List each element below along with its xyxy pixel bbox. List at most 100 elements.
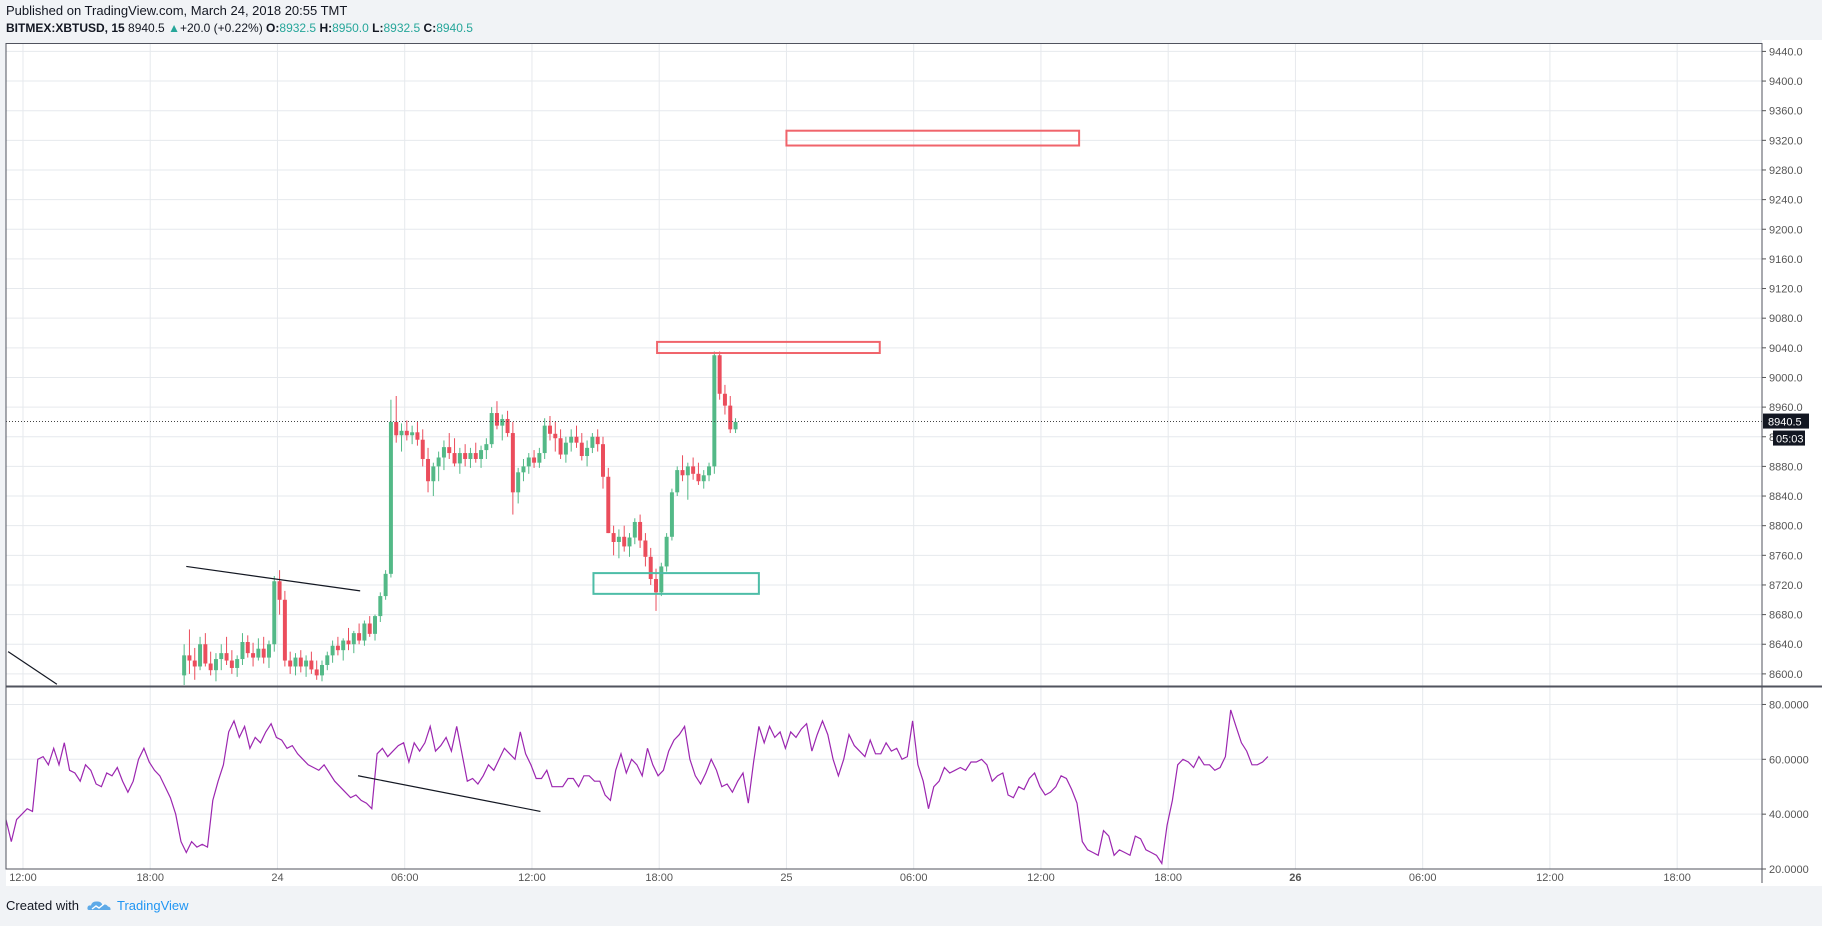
candle-body — [251, 653, 256, 658]
candle-body — [494, 413, 499, 426]
candle-body — [606, 476, 611, 534]
price-tick-label: 8960.0 — [1769, 402, 1803, 414]
candle-body — [643, 540, 648, 557]
candle-body — [330, 645, 335, 656]
candle-body — [187, 655, 192, 661]
time-tick-label: 18:00 — [1154, 872, 1182, 884]
candle-body — [399, 430, 404, 436]
candle-body — [341, 640, 346, 651]
candle-body — [373, 616, 378, 634]
time-tick-label: 12:00 — [1027, 872, 1055, 884]
candle-body — [585, 447, 590, 457]
candle-body — [431, 466, 436, 482]
price-tick-label: 9360.0 — [1769, 106, 1803, 118]
time-tick-label: 12:00 — [518, 872, 546, 884]
candle-body — [537, 453, 542, 463]
time-tick-label: 26 — [1289, 872, 1301, 884]
price-tick-label: 9440.0 — [1769, 46, 1803, 58]
candle-body — [388, 421, 393, 574]
candle-body — [335, 645, 340, 651]
candle-body — [410, 432, 415, 436]
candle-body — [224, 653, 229, 661]
candle-body — [394, 421, 399, 436]
candle-body — [420, 439, 425, 459]
candle-body — [717, 355, 722, 394]
candle-body — [542, 425, 547, 454]
candle-body — [691, 466, 696, 474]
candle-body — [229, 660, 234, 668]
candle-body — [357, 633, 362, 641]
candle-body — [553, 433, 558, 439]
candle-body — [728, 405, 733, 430]
candle-body — [510, 433, 515, 493]
candle-body — [208, 663, 213, 671]
candle-body — [680, 470, 685, 476]
price-tick-label: 9080.0 — [1769, 313, 1803, 325]
published-line: Published on TradingView.com, March 24, … — [6, 3, 348, 18]
price-pane — [7, 129, 1081, 685]
candle-body — [203, 644, 208, 664]
candle-body — [367, 623, 372, 634]
candle-body — [627, 537, 632, 547]
price-change: +20.0 (+0.22%) — [179, 21, 263, 35]
rsi-tick-label: 40.0000 — [1769, 809, 1809, 821]
candle-body — [532, 457, 537, 463]
candle-body — [426, 458, 431, 482]
last-price-label: 8940.5 — [1768, 417, 1802, 429]
candle-body — [733, 421, 738, 430]
candle-body — [288, 660, 293, 667]
price-tick-label: 8640.0 — [1769, 639, 1803, 651]
candle-body — [266, 644, 271, 658]
candle-body — [441, 447, 446, 458]
price-tick-label: 9040.0 — [1769, 343, 1803, 355]
tradingview-link[interactable]: TradingView — [116, 898, 189, 913]
candle-body — [712, 355, 717, 467]
time-tick-label: 06:00 — [900, 872, 928, 884]
time-tick-label: 12:00 — [9, 872, 37, 884]
candle-body — [293, 657, 298, 667]
candle-body — [457, 453, 462, 464]
candle-body — [309, 660, 314, 670]
rsi-pane — [6, 709, 1269, 866]
candle-body — [526, 457, 531, 467]
price-tick-label: 9200.0 — [1769, 224, 1803, 236]
price-tick-label: 9000.0 — [1769, 372, 1803, 384]
candle-body — [707, 466, 712, 476]
close-label: C: — [423, 21, 437, 35]
price-tick-label: 8680.0 — [1769, 610, 1803, 622]
candle-body — [590, 436, 595, 448]
candle-body — [611, 533, 616, 542]
last-price: 8940.5 — [128, 21, 165, 35]
price-tick-label: 9240.0 — [1769, 195, 1803, 207]
rsi-tick-label: 20.0000 — [1769, 864, 1809, 876]
candle-body — [198, 644, 203, 667]
candle-body — [468, 453, 473, 459]
rsi-line — [6, 709, 1269, 866]
candle-body — [722, 393, 727, 406]
support-zone — [592, 572, 760, 595]
candle-body — [261, 648, 266, 658]
close-value: 8940.5 — [436, 21, 473, 35]
candle-body — [648, 556, 653, 580]
candle-body — [378, 596, 383, 617]
candle-body — [675, 470, 680, 493]
price-tick-label: 9120.0 — [1769, 284, 1803, 296]
candle-body — [616, 536, 621, 542]
tradingview-cloud-icon — [87, 900, 111, 910]
trendline — [186, 565, 361, 592]
price-axis-background — [1762, 40, 1822, 886]
resistance-zone — [656, 340, 881, 355]
candle-body — [696, 473, 701, 482]
candle-body — [638, 521, 643, 541]
time-tick-label: 18:00 — [136, 872, 164, 884]
candle-body — [320, 664, 324, 676]
symbol-label[interactable]: BITMEX:XBTUSD, 15 — [6, 21, 125, 35]
price-tick-label: 9320.0 — [1769, 135, 1803, 147]
candle-body — [272, 581, 277, 645]
candle-body — [659, 566, 664, 593]
low-value: 8932.5 — [383, 21, 421, 35]
candle-body — [219, 653, 224, 660]
candle-body — [521, 466, 526, 473]
chart-canvas[interactable]: 12:00 18:00 24 06:00 12:00 18:00 25 06:00 12:00 1… — [0, 0, 1822, 895]
candle-body — [654, 579, 659, 593]
